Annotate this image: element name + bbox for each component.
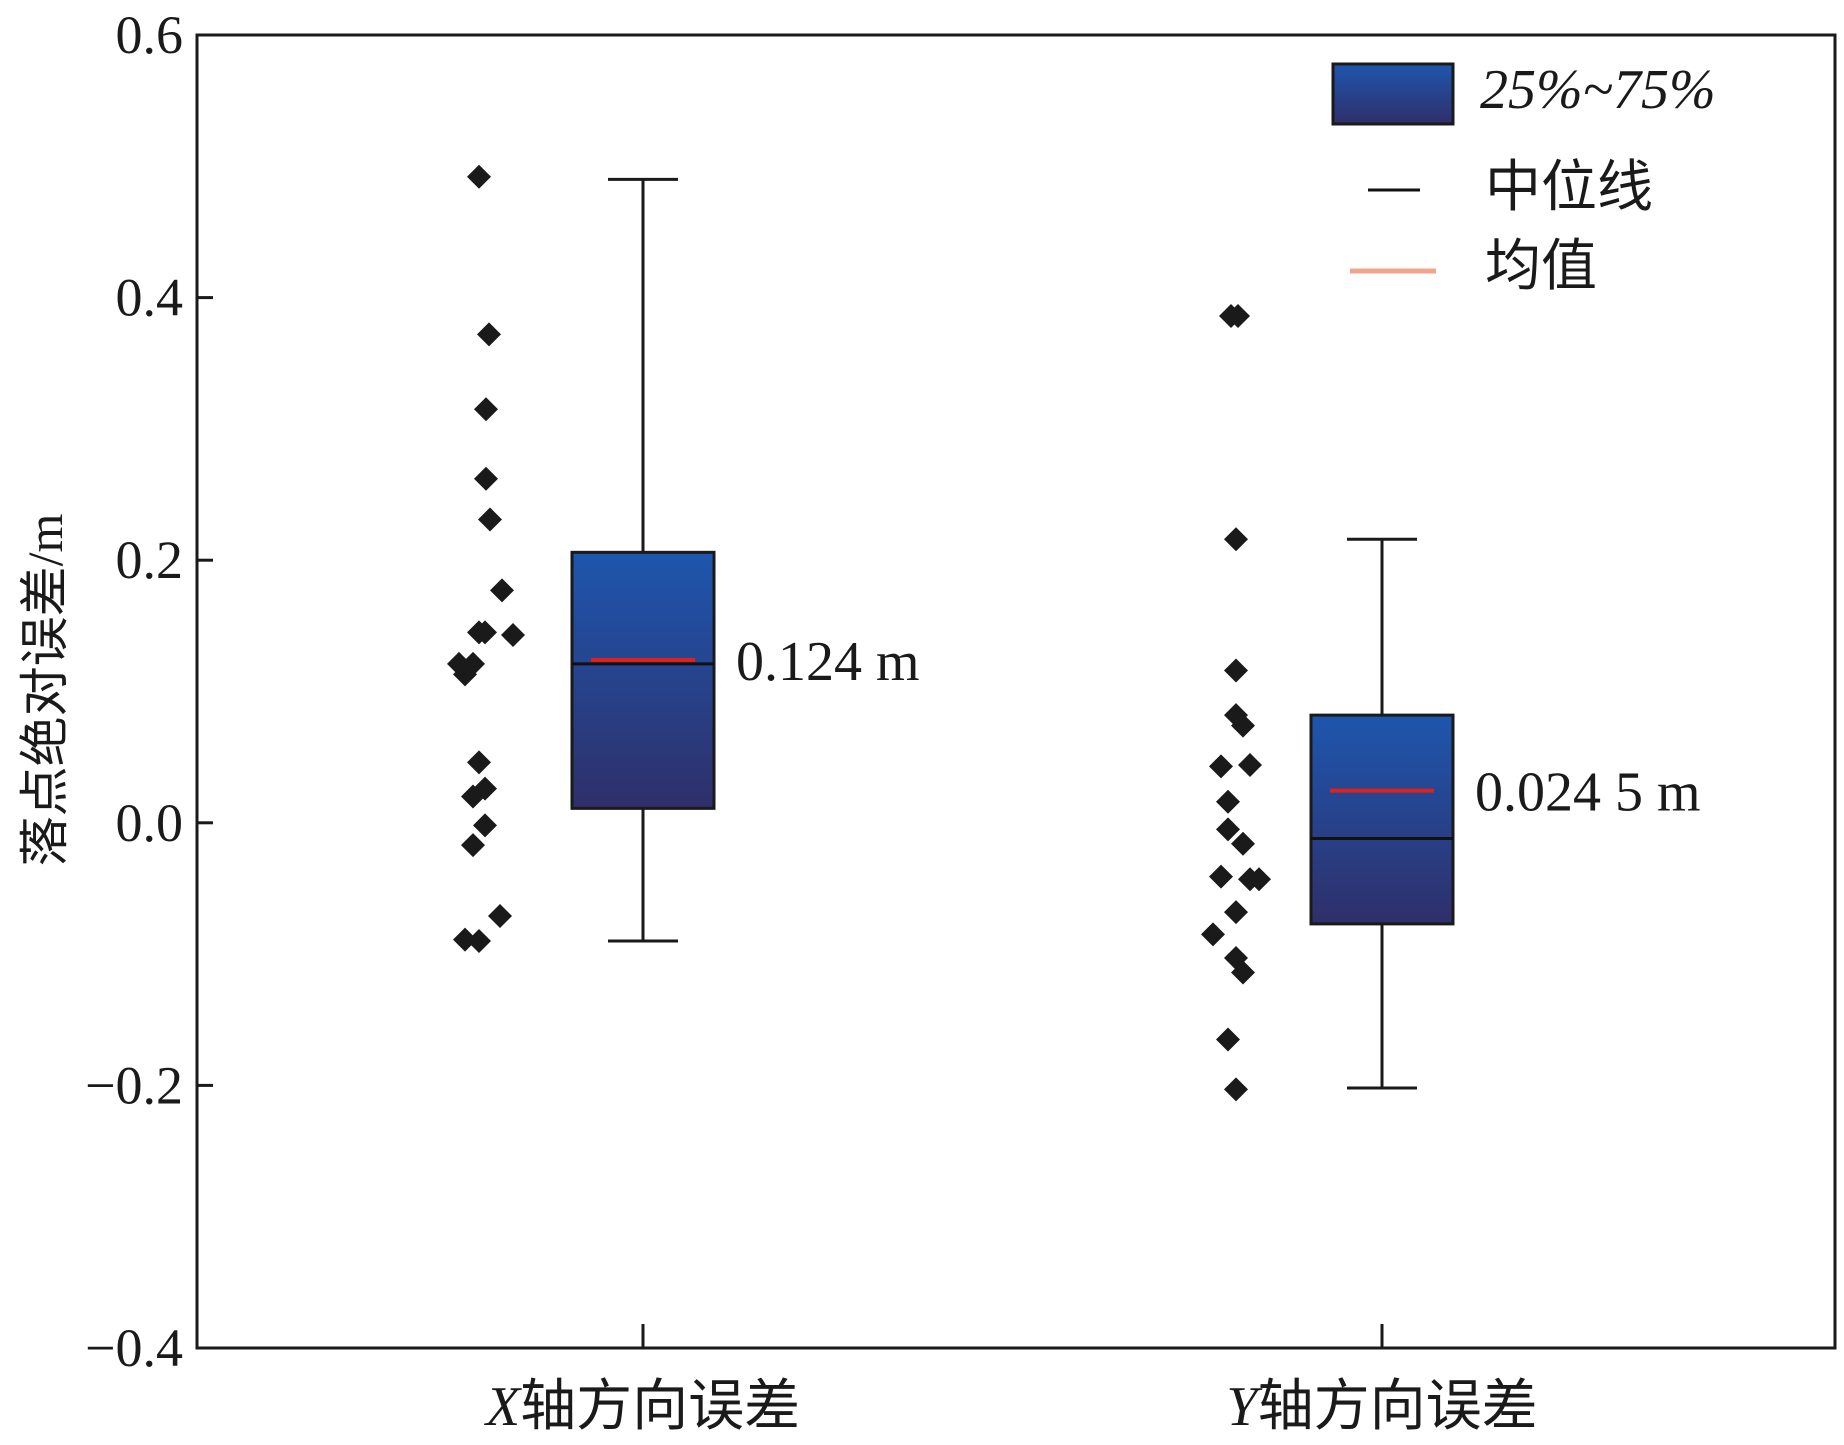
x-tick-label-axis: Y <box>1226 1376 1263 1438</box>
legend-label-median: 中位线 <box>1485 157 1653 219</box>
data-point <box>1238 753 1262 778</box>
data-point <box>467 928 491 953</box>
x-tick-label-axis: X <box>484 1376 523 1438</box>
data-point <box>490 578 514 603</box>
legend-label-mean: 均值 <box>1485 236 1597 298</box>
data-point <box>1224 900 1248 925</box>
x-tick-label-text: 轴方向误差 <box>1258 1376 1538 1438</box>
data-point <box>473 813 497 838</box>
data-point <box>1209 754 1233 779</box>
iqr-box <box>570 550 716 810</box>
plot-frame <box>195 33 1837 1350</box>
legend-label-box: 25%~75% <box>1480 59 1716 121</box>
data-point <box>1216 1027 1240 1052</box>
data-point <box>1247 867 1271 892</box>
data-point <box>453 927 477 952</box>
data-point <box>1216 789 1240 814</box>
data-point <box>453 662 477 687</box>
data-point <box>1226 303 1250 328</box>
y-tick-label: 0.2 <box>116 530 184 590</box>
data-point <box>474 466 498 491</box>
data-point <box>1209 864 1233 889</box>
data-point <box>1224 527 1248 552</box>
x-tick-label: Y轴方向误差 <box>1226 1376 1537 1438</box>
data-point <box>1224 1077 1248 1102</box>
y-axis-title: 落点绝对误差/m <box>17 514 73 867</box>
data-point <box>467 750 491 775</box>
y-tick-label: 0.0 <box>116 793 184 853</box>
x-tick-label: X轴方向误差 <box>484 1376 800 1438</box>
data-point <box>461 833 485 858</box>
legend: 25%~75% 中位线 均值 <box>1331 59 1716 298</box>
data-point <box>1224 658 1248 683</box>
data-point <box>1231 831 1255 856</box>
mean-value-label: 0.024 5 m <box>1475 762 1701 824</box>
data-point <box>478 507 502 532</box>
y-tick-label: −0.4 <box>85 1318 183 1378</box>
data-point <box>488 904 512 929</box>
data-point <box>501 623 525 648</box>
mean-value-label: 0.124 m <box>736 631 920 693</box>
box-group: X轴方向误差 0.124 m <box>447 164 920 1438</box>
data-point <box>473 620 497 645</box>
data-point <box>1216 817 1240 842</box>
data-point <box>1231 713 1255 738</box>
data-point <box>467 164 491 189</box>
data-point <box>1231 960 1255 985</box>
data-point <box>461 784 485 809</box>
data-point <box>474 397 498 422</box>
x-tick-label-text: 轴方向误差 <box>520 1376 800 1438</box>
y-tick-label: 0.6 <box>116 5 184 65</box>
data-point <box>477 322 501 347</box>
legend-box-swatch <box>1331 62 1455 126</box>
iqr-box <box>1309 713 1455 926</box>
y-axis: 0.6 0.4 0.2 0.0 −0.2 −0.4 <box>85 5 213 1378</box>
y-tick-label: −0.2 <box>85 1055 183 1115</box>
y-tick-label: 0.4 <box>116 268 184 328</box>
box-group: Y轴方向误差 0.024 5 m <box>1201 303 1701 1438</box>
data-point <box>1201 922 1225 947</box>
